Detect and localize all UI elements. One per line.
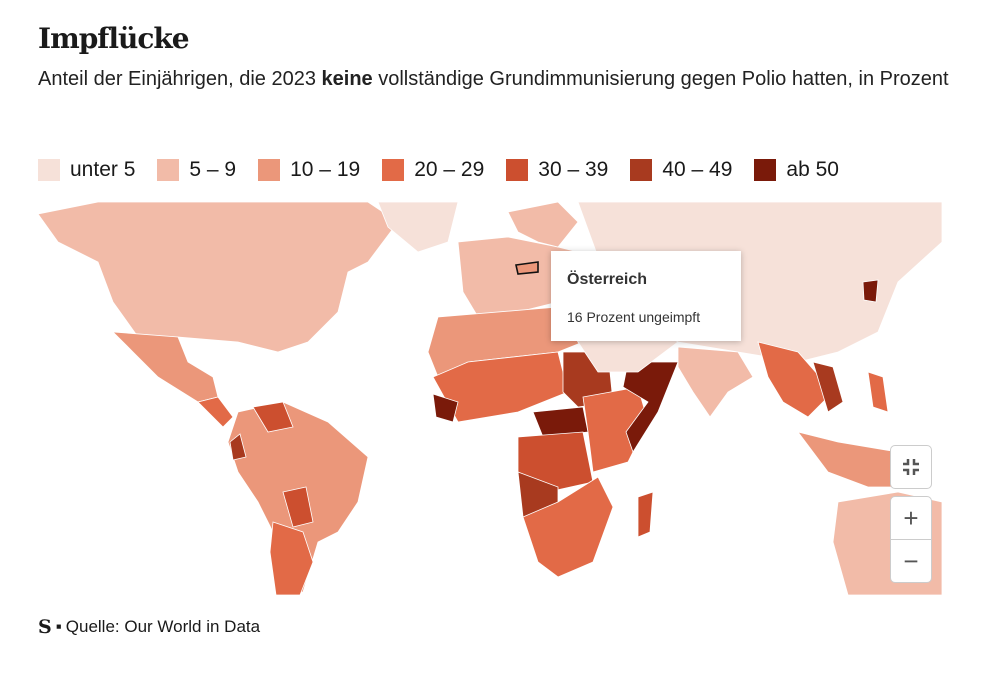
country-region-india[interactable] bbox=[677, 346, 754, 418]
country-region-north-america[interactable] bbox=[38, 202, 399, 353]
legend-item: 20 – 29 bbox=[382, 158, 484, 182]
country-region-mexico[interactable] bbox=[111, 331, 219, 403]
bullet: ▪ bbox=[55, 617, 62, 636]
chart-title: Impflücke bbox=[38, 22, 190, 55]
country-region-argentina[interactable] bbox=[269, 521, 314, 595]
legend-item: 5 – 9 bbox=[157, 158, 236, 182]
fullscreen-control bbox=[890, 445, 932, 489]
country-region-southeast-asia[interactable] bbox=[757, 341, 834, 418]
legend-label: 20 – 29 bbox=[414, 158, 485, 181]
tooltip-country: Österreich bbox=[567, 271, 648, 288]
country-region-congo[interactable] bbox=[517, 431, 594, 493]
legend-label: 5 – 9 bbox=[189, 158, 237, 181]
country-region-west-africa-guinea[interactable] bbox=[432, 393, 459, 423]
legend-swatch bbox=[630, 159, 653, 181]
chart-subtitle: Anteil der Einjährigen, die 2023 keine v… bbox=[38, 66, 958, 93]
country-region-southern-africa[interactable] bbox=[522, 476, 614, 578]
legend-item: 40 – 49 bbox=[630, 158, 732, 182]
subtitle-text: Anteil der Einjährigen, die 2023 bbox=[38, 68, 322, 90]
country-region-greenland[interactable] bbox=[377, 202, 459, 253]
zoom-control: + − bbox=[890, 496, 932, 583]
legend-item: unter 5 bbox=[38, 158, 135, 182]
zoom-in-button[interactable]: + bbox=[891, 497, 931, 540]
legend-swatch bbox=[38, 159, 60, 181]
legend-swatch bbox=[157, 159, 180, 181]
subtitle-text: vollständige Grundimmunisierung gegen Po… bbox=[372, 68, 949, 90]
country-region-central-america[interactable] bbox=[197, 396, 234, 428]
country-region-madagascar[interactable] bbox=[637, 491, 654, 538]
country-region-north-korea[interactable] bbox=[862, 279, 879, 303]
country-region-somalia-yemen[interactable] bbox=[622, 361, 679, 453]
legend-label: ab 50 bbox=[786, 158, 839, 181]
country-region-ecuador[interactable] bbox=[229, 433, 247, 461]
legend-swatch bbox=[754, 159, 777, 181]
source-text: Quelle: Our World in Data bbox=[65, 617, 261, 636]
legend-label: 30 – 39 bbox=[538, 158, 609, 181]
legend-label: 10 – 19 bbox=[290, 158, 361, 181]
country-region-philippines[interactable] bbox=[867, 371, 889, 413]
source: S ▪ Quelle: Our World in Data bbox=[38, 616, 260, 638]
map-svg[interactable] bbox=[38, 202, 942, 595]
country-region-scandinavia[interactable] bbox=[507, 202, 579, 248]
legend-item: 10 – 19 bbox=[258, 158, 360, 182]
legend-swatch bbox=[382, 159, 405, 181]
collapse-icon bbox=[903, 459, 919, 475]
tooltip-value: 16 Prozent ungeimpft bbox=[567, 309, 701, 325]
world-map[interactable] bbox=[38, 202, 942, 595]
legend-swatch bbox=[258, 159, 281, 181]
country-region-venezuela[interactable] bbox=[252, 401, 294, 433]
tooltip: Österreich 16 Prozent ungeimpft bbox=[551, 251, 741, 341]
legend: unter 5 5 – 9 10 – 19 20 – 29 30 – 39 40 – 49… bbox=[38, 158, 839, 182]
country-region-vietnam[interactable] bbox=[812, 361, 844, 413]
legend-item: 30 – 39 bbox=[506, 158, 608, 182]
publisher-logo: S bbox=[38, 616, 52, 638]
zoom-out-button[interactable]: − bbox=[903, 545, 919, 576]
legend-label: unter 5 bbox=[70, 158, 136, 181]
legend-label: 40 – 49 bbox=[662, 158, 733, 181]
country-region-bolivia[interactable] bbox=[282, 486, 314, 528]
country-region-austria[interactable] bbox=[515, 261, 539, 275]
legend-swatch bbox=[506, 159, 529, 181]
legend-item: ab 50 bbox=[754, 158, 839, 182]
collapse-button[interactable] bbox=[891, 446, 931, 488]
subtitle-emphasis: keine bbox=[321, 68, 373, 90]
